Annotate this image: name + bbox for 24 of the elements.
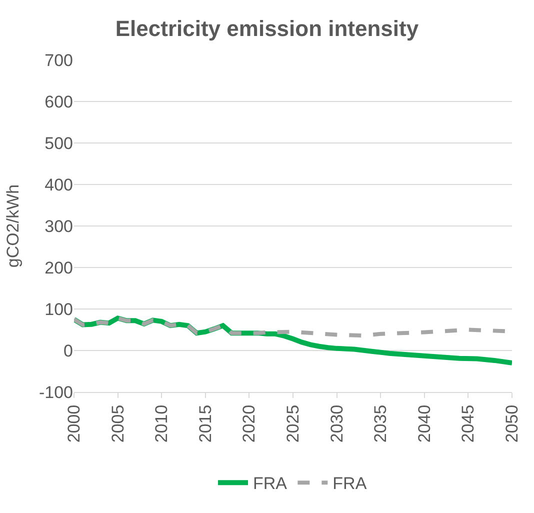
x-tick-label: 2045 xyxy=(458,404,478,443)
y-tick-label: 700 xyxy=(44,50,73,70)
x-tick-label: 2010 xyxy=(152,404,172,443)
legend-label: FRA xyxy=(253,474,288,494)
y-tick-label: 100 xyxy=(44,300,73,319)
x-tick-label: 2030 xyxy=(327,404,346,443)
x-tick-label: 2050 xyxy=(502,404,522,443)
y-tick-label: 600 xyxy=(44,92,73,112)
x-tick-label: 2040 xyxy=(414,404,434,443)
x-tick-label: 2000 xyxy=(64,404,84,443)
x-tick-label: 2015 xyxy=(196,404,215,443)
chart-title: Electricity emission intensity xyxy=(115,16,420,41)
y-tick-label: 200 xyxy=(44,258,73,278)
y-axis-title: gCO2/kWh xyxy=(4,184,23,268)
x-tick-label: 2020 xyxy=(240,404,259,443)
x-tick-label: 2025 xyxy=(284,404,303,443)
x-tick-label: 2005 xyxy=(108,404,128,443)
legend-label: FRA xyxy=(332,474,368,494)
y-tick-label: 300 xyxy=(44,216,73,236)
y-tick-label: 400 xyxy=(44,175,73,194)
x-tick-label: 2035 xyxy=(371,404,390,443)
y-tick-label: 500 xyxy=(44,134,73,153)
y-tick-label: 0 xyxy=(64,341,73,360)
y-tick-label: -100 xyxy=(38,382,73,402)
